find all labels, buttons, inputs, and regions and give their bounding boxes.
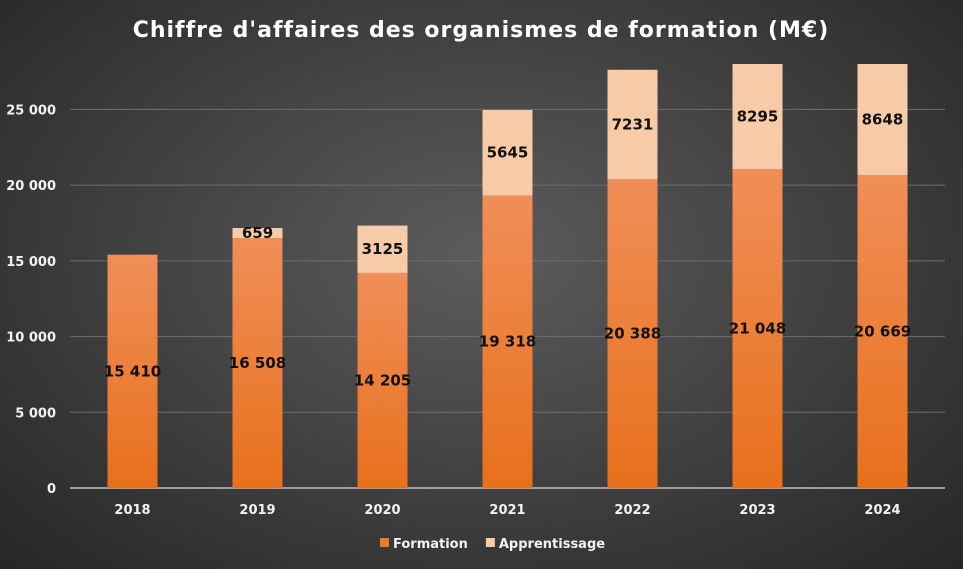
data-label-formation: 21 048 <box>729 320 786 338</box>
y-tick-label: 15 000 <box>6 255 56 270</box>
data-label-apprentissage: 3125 <box>362 240 404 258</box>
bar-formation <box>357 272 408 488</box>
data-label-formation: 15 410 <box>104 362 161 380</box>
data-label-formation: 16 508 <box>229 354 286 372</box>
data-label-formation: 20 669 <box>854 323 911 341</box>
chart-title: Chiffre d'affaires des organismes de for… <box>133 18 830 43</box>
y-tick-label: 20 000 <box>6 179 56 194</box>
x-tick-label: 2018 <box>114 503 150 518</box>
y-tick-label: 0 <box>47 482 56 497</box>
legend-label-apprentissage: Apprentissage <box>499 537 605 552</box>
data-label-apprentissage: 5645 <box>487 144 529 162</box>
legend-label-formation: Formation <box>393 537 468 552</box>
y-tick-label: 5 000 <box>15 406 56 421</box>
y-tick-label: 10 000 <box>6 331 56 346</box>
bar-apprentissage <box>357 225 408 273</box>
data-label-apprentissage: 8295 <box>737 108 779 126</box>
data-label-apprentissage: 7231 <box>612 116 654 134</box>
bar-formation <box>607 179 658 488</box>
data-label-apprentissage: 659 <box>242 224 273 242</box>
x-tick-label: 2023 <box>739 503 775 518</box>
data-label-formation: 20 388 <box>604 325 661 343</box>
legend-swatch-formation <box>380 538 389 547</box>
y-tick-label: 25 000 <box>6 103 56 118</box>
x-tick-label: 2020 <box>364 503 400 518</box>
data-label-apprentissage: 8648 <box>862 111 904 129</box>
bar-formation <box>482 195 533 489</box>
bar-formation <box>732 169 783 489</box>
data-label-formation: 14 205 <box>354 371 411 389</box>
x-tick-label: 2024 <box>864 503 900 518</box>
x-tick-label: 2022 <box>614 503 650 518</box>
x-tick-label: 2021 <box>489 503 525 518</box>
bar-apprentissage <box>482 109 533 196</box>
legend-swatch-apprentissage <box>485 538 495 547</box>
bar-formation <box>107 254 158 488</box>
bar-apprentissage <box>857 64 908 176</box>
bar-apprentissage <box>732 64 783 170</box>
bar-formation <box>857 175 908 489</box>
data-label-formation: 19 318 <box>479 333 536 351</box>
bar-apprentissage <box>232 228 283 239</box>
x-tick-label: 2019 <box>239 503 275 518</box>
bar-formation <box>232 238 283 488</box>
bar-apprentissage <box>607 69 658 180</box>
